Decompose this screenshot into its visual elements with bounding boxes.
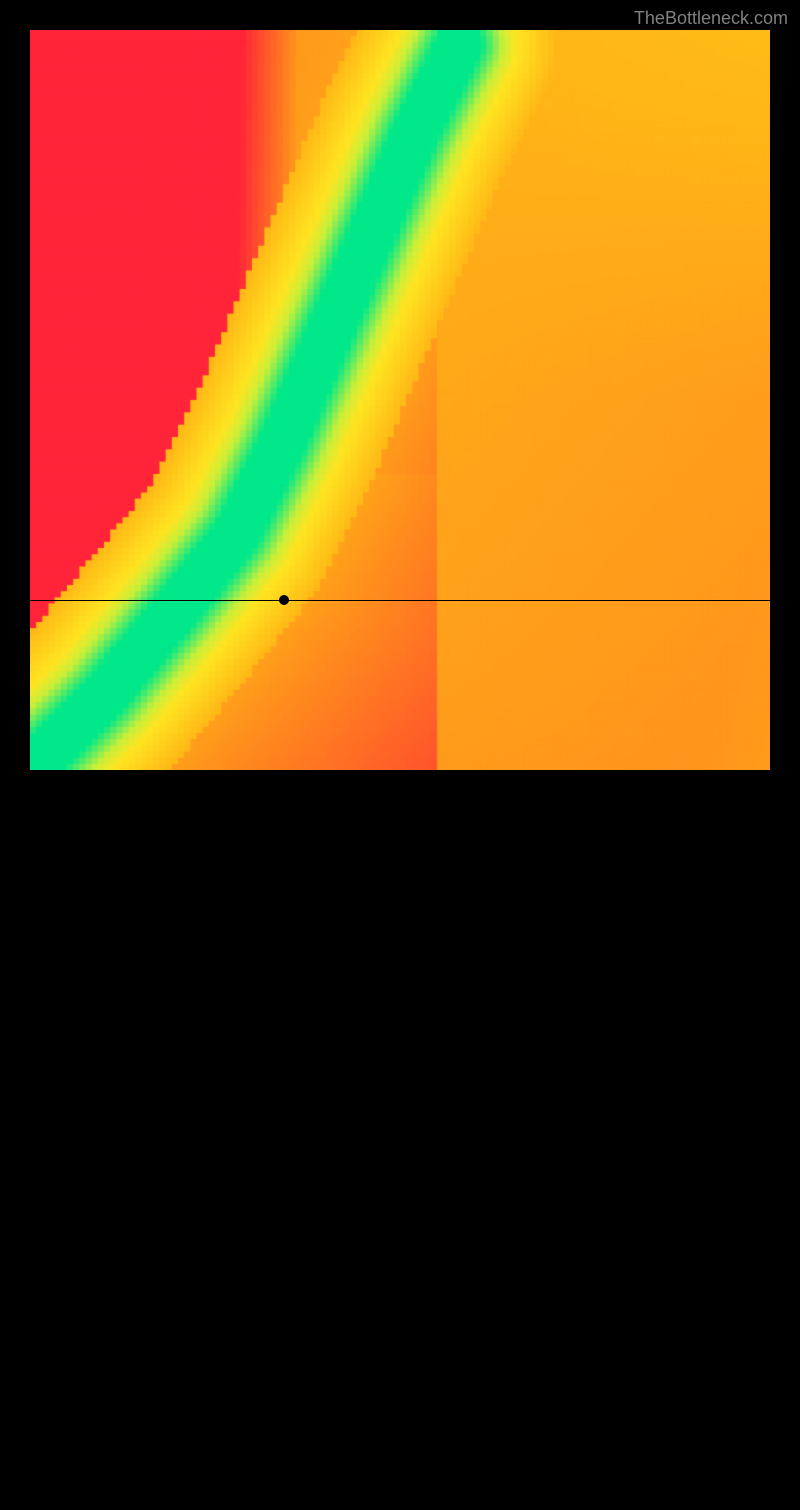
heatmap-plot [30,30,770,770]
crosshair-vertical [284,770,285,1510]
crosshair-marker [279,595,289,605]
heatmap-canvas [30,30,770,770]
crosshair-horizontal [30,600,770,601]
watermark-text: TheBottleneck.com [634,8,788,29]
